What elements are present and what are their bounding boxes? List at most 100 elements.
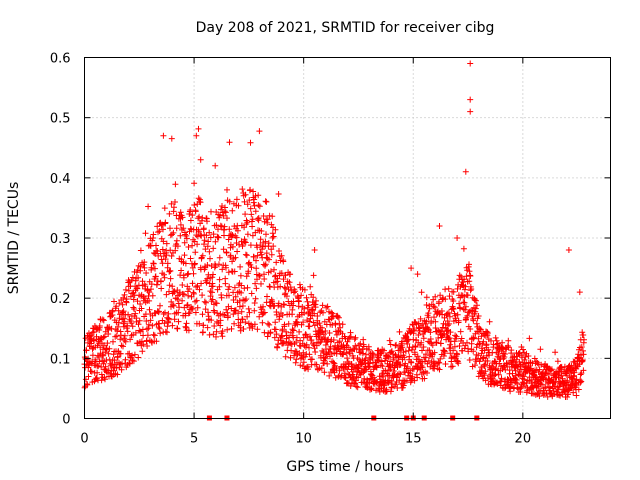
data-point: [148, 281, 155, 288]
data-point: [137, 263, 144, 270]
data-point: [147, 317, 154, 324]
data-point: [343, 349, 350, 356]
data-point: [309, 356, 315, 363]
data-point: [185, 327, 192, 334]
data-point: [522, 383, 528, 390]
data-point: [212, 238, 219, 245]
x-tick-labels: 0 5 10 15 20: [80, 432, 531, 447]
data-point: [219, 328, 226, 335]
data-point: [300, 359, 307, 366]
data-point: [366, 360, 373, 367]
data-point: [205, 238, 212, 245]
data-point: [332, 374, 339, 381]
data-point: [129, 357, 136, 364]
data-point: [182, 323, 189, 330]
data-point: [215, 226, 221, 233]
data-point: [122, 338, 129, 345]
data-point: [565, 391, 572, 398]
data-point: [461, 299, 468, 306]
data-point: [258, 251, 265, 258]
data-point: [182, 260, 189, 267]
data-point: [169, 301, 176, 308]
data-point: [242, 211, 249, 218]
data-point: [184, 271, 191, 278]
data-point: [307, 283, 314, 290]
data-point: [442, 361, 449, 367]
data-point: [108, 313, 114, 320]
data-point: [393, 341, 400, 348]
data-point: [499, 339, 506, 346]
data-point: [409, 373, 416, 380]
data-point: [229, 243, 236, 250]
data-point: [212, 262, 219, 269]
data-point: [196, 196, 203, 203]
data-point: [331, 362, 338, 369]
data-point: [446, 320, 453, 327]
data-point: [318, 365, 325, 372]
data-point: [214, 318, 220, 325]
data-point: [183, 232, 190, 239]
data-point: [144, 343, 151, 349]
data-point: [306, 344, 312, 351]
data-point: [139, 348, 146, 355]
data-point: [231, 320, 238, 327]
data-point: [255, 192, 262, 199]
data-point: [154, 281, 160, 288]
data-point: [480, 354, 487, 361]
data-point: [428, 318, 435, 325]
data-point: [184, 302, 191, 309]
data-point: [270, 243, 277, 250]
data-point: [101, 342, 107, 349]
axis-ticks: [84, 57, 611, 419]
data-point: [472, 308, 479, 315]
data-point: [455, 317, 462, 324]
data-point: [257, 236, 264, 243]
data-point: [449, 305, 456, 312]
data-point: [271, 334, 278, 341]
data-point: [134, 285, 141, 292]
data-points: [81, 60, 587, 400]
data-point: [266, 256, 272, 263]
data-point: [344, 338, 351, 345]
data-point: [194, 304, 201, 311]
data-point: [244, 284, 251, 291]
data-point: [244, 219, 251, 226]
data-point: [120, 295, 127, 301]
data-point: [158, 285, 165, 292]
data-point: [228, 305, 235, 312]
data-point: [405, 347, 412, 354]
data-point: [102, 376, 108, 383]
data-point: [526, 335, 533, 342]
data-point: [116, 300, 123, 307]
data-point: [204, 275, 211, 282]
data-point: [400, 382, 407, 389]
data-point: [135, 321, 142, 328]
data-point: [148, 286, 154, 293]
data-point: [464, 292, 471, 299]
data-point: [377, 350, 384, 357]
data-point: [536, 393, 543, 400]
data-point: [245, 268, 252, 275]
data-point: [150, 260, 157, 267]
data-point: [141, 259, 148, 266]
y-tick-label: 0.6: [50, 52, 71, 67]
data-point: [181, 291, 188, 298]
data-point: [179, 214, 186, 221]
data-point: [267, 329, 274, 336]
data-point: [209, 289, 215, 296]
data-point: [160, 132, 167, 139]
data-point: [221, 232, 227, 239]
data-point: [113, 303, 120, 310]
data-point: [355, 374, 362, 381]
data-point: [255, 202, 262, 209]
data-point: [436, 223, 443, 229]
data-point: [576, 289, 583, 296]
data-point: [252, 192, 259, 199]
data-point: [130, 296, 137, 303]
data-point: [437, 355, 444, 362]
data-point: [222, 204, 228, 211]
data-point: [278, 252, 285, 259]
data-point: [147, 242, 154, 249]
data-point: [191, 202, 198, 208]
data-point: [454, 311, 461, 318]
